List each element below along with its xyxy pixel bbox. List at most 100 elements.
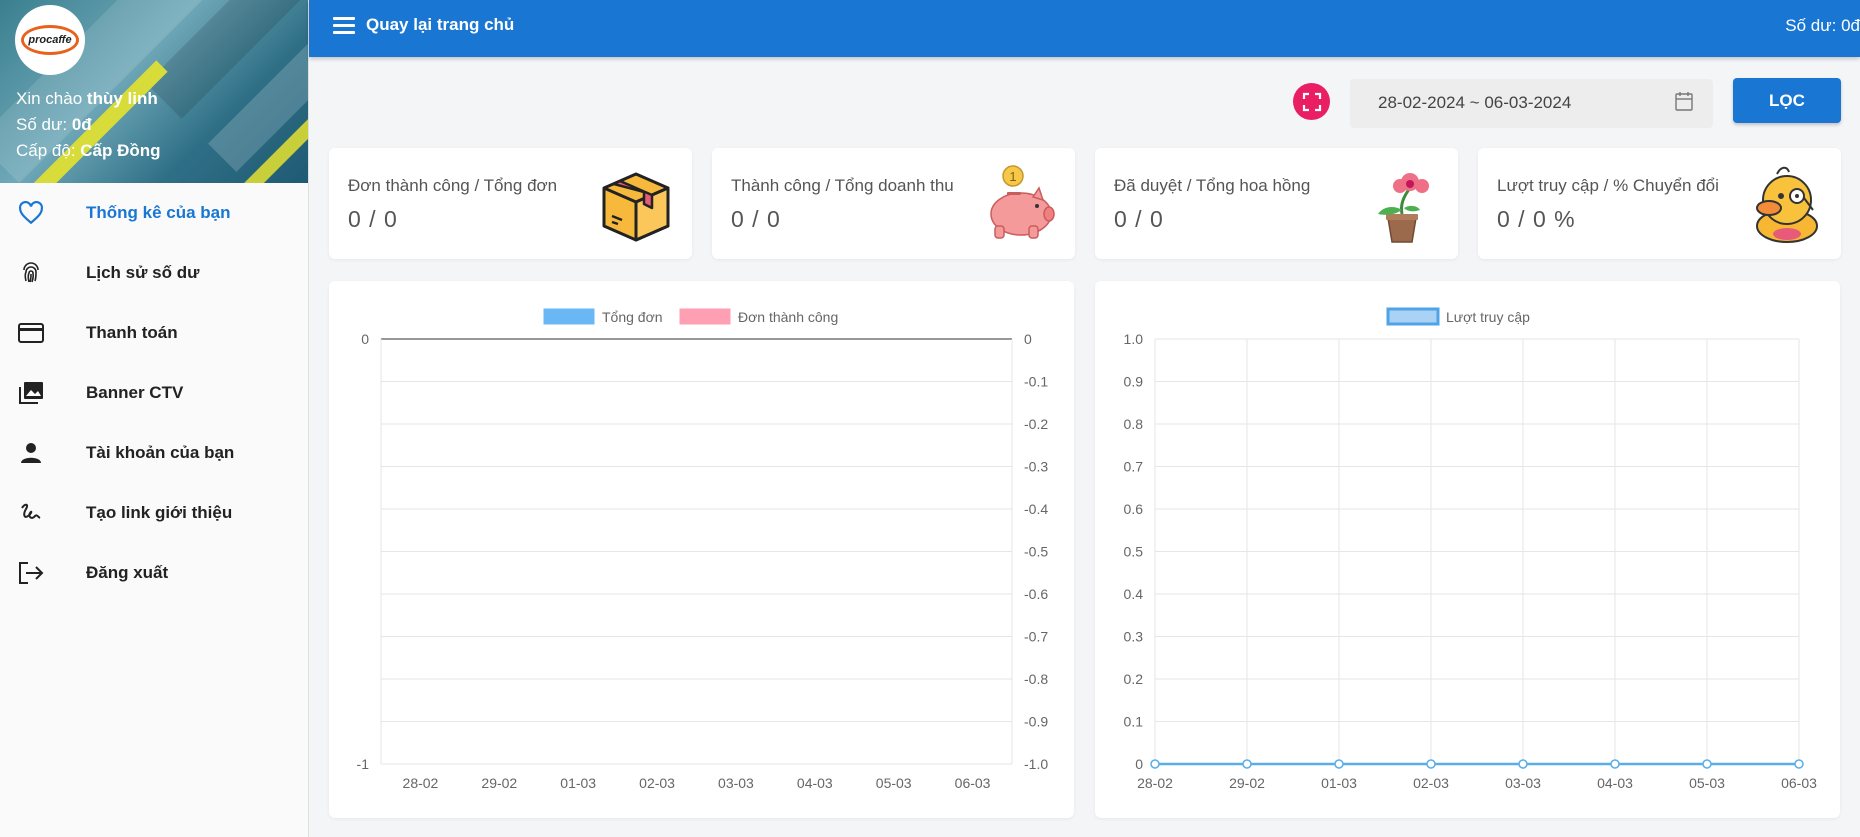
x-tick-label: 05-03	[876, 775, 912, 791]
card-title: Đã duyệt / Tổng hoa hồng	[1114, 176, 1311, 195]
right-tick-label: -0.2	[1024, 416, 1048, 432]
duck-icon	[1756, 166, 1818, 243]
legend-label: Lượt truy cập	[1446, 309, 1530, 325]
y-tick-label: 1.0	[1124, 331, 1144, 347]
gesture-icon	[18, 500, 44, 526]
sidebar-item-banner[interactable]: Banner CTV	[0, 363, 308, 423]
svg-text:1: 1	[1009, 169, 1016, 184]
sidebar-item-payment[interactable]: Thanh toán	[0, 303, 308, 363]
right-tick-label: -0.4	[1024, 501, 1048, 517]
data-point	[1150, 759, 1160, 769]
x-tick-label: 03-03	[1505, 775, 1541, 791]
back-home-link[interactable]: Quay lại trang chủ	[366, 15, 515, 34]
sidebar-item-label: Tạo link giới thiệu	[86, 503, 233, 522]
heart-icon	[18, 200, 44, 226]
sidebar-item-logout[interactable]: Đăng xuất	[0, 543, 308, 603]
y-tick-label: 0.8	[1124, 416, 1144, 432]
level-value: Cấp Đồng	[80, 141, 161, 160]
right-tick-label: -0.5	[1024, 544, 1048, 560]
greeting-prefix: Xin chào	[16, 89, 83, 108]
y-tick-label: 0.5	[1124, 544, 1144, 560]
stat-card-commission: Đã duyệt / Tổng hoa hồng 0 / 0	[1095, 148, 1458, 259]
menu-icon[interactable]	[333, 17, 355, 35]
stat-card-orders: Đơn thành công / Tổng đơn 0 / 0	[329, 148, 692, 259]
right-tick-label: 0	[1024, 331, 1032, 347]
left-tick-label: -1	[357, 756, 370, 772]
card-value: 0 / 0	[348, 206, 398, 232]
card-title: Thành công / Tổng doanh thu	[731, 176, 954, 195]
x-tick-label: 04-03	[1597, 775, 1633, 791]
data-point	[1702, 759, 1712, 769]
right-tick-label: -0.8	[1024, 671, 1048, 687]
sidebar-item-label: Lịch sử số dư	[86, 263, 200, 282]
legend-label: Tổng đơn	[602, 309, 663, 325]
right-tick-label: -0.7	[1024, 629, 1048, 645]
fingerprint-icon	[18, 260, 44, 286]
filter-button[interactable]: LỌC	[1733, 78, 1841, 123]
right-tick-label: -0.3	[1024, 459, 1048, 475]
data-point	[1242, 759, 1252, 769]
right-tick-label: -0.6	[1024, 586, 1048, 602]
date-range-input[interactable]: 28-02-2024 ~ 06-03-2024	[1350, 79, 1713, 128]
x-tick-label: 29-02	[1229, 775, 1265, 791]
sidebar-item-label: Tài khoản của bạn	[86, 443, 235, 462]
right-tick-label: -1.0	[1024, 756, 1048, 772]
x-tick-label: 02-03	[639, 775, 675, 791]
card-value: 0 / 0	[1114, 206, 1164, 232]
visits-chart-panel: 0 0.1 0.2 0.3 0.4 0.5 0.6 0.7 0.8 0.9 1.0 28-02 29-0…	[1095, 281, 1840, 818]
flower-pot-icon	[1378, 173, 1429, 243]
y-tick-label: 0	[1135, 756, 1143, 772]
legend-swatch	[1386, 307, 1440, 326]
data-point	[1334, 759, 1344, 769]
sidebar-item-label: Thống kê của bạn	[86, 203, 231, 222]
data-point	[1794, 759, 1804, 769]
y-tick-label: 0.1	[1124, 714, 1144, 730]
logout-icon	[18, 560, 44, 586]
sidebar-item-account[interactable]: Tài khoản của bạn	[0, 423, 308, 483]
right-tick-label: -0.1	[1024, 374, 1048, 390]
sidebar-item-label: Đăng xuất	[86, 563, 169, 582]
fullscreen-icon	[1302, 92, 1321, 111]
x-tick-label: 04-03	[797, 775, 833, 791]
y-tick-label: 0.3	[1124, 629, 1144, 645]
x-tick-label: 01-03	[1321, 775, 1357, 791]
balance-label: Số dư:	[16, 115, 68, 134]
brand-logo[interactable]: procaffe	[15, 5, 85, 75]
level-label: Cấp độ:	[16, 141, 76, 160]
y-tick-label: 0.4	[1124, 586, 1144, 602]
left-tick-label: 0	[361, 331, 369, 347]
balance-value: 0đ	[71, 115, 92, 134]
x-tick-label: 05-03	[1689, 775, 1725, 791]
calendar-icon[interactable]	[1675, 91, 1693, 111]
logo-text: procaffe	[21, 25, 79, 55]
y-tick-label: 0.2	[1124, 671, 1144, 687]
y-tick-label: 0.9	[1124, 374, 1144, 390]
card-title: Đơn thành công / Tổng đơn	[348, 176, 558, 195]
user-info: Xin chào thùy linh Số dư: 0đ Cấp độ: Cấp…	[16, 86, 161, 164]
sidebar-item-referral-link[interactable]: Tạo link giới thiệu	[0, 483, 308, 543]
sidebar-menu: Thống kê của bạn Lịch sử số dư Thanh toá…	[0, 183, 308, 603]
x-tick-label: 06-03	[1781, 775, 1817, 791]
fullscreen-button[interactable]	[1293, 83, 1330, 120]
sidebar-item-label: Banner CTV	[86, 383, 184, 402]
x-tick-label: 06-03	[955, 775, 991, 791]
visits-chart: 0 0.1 0.2 0.3 0.4 0.5 0.6 0.7 0.8 0.9 1.0 28-02 29-0…	[1124, 307, 1817, 791]
x-tick-label: 02-03	[1413, 775, 1449, 791]
card-value: 0 / 0	[731, 206, 781, 232]
piggy-bank-icon: 1	[990, 165, 1055, 239]
x-tick-label: 01-03	[560, 775, 596, 791]
y-tick-label: 0.7	[1124, 459, 1144, 475]
data-point	[1426, 759, 1436, 769]
user-name: thùy linh	[86, 89, 158, 108]
sidebar-item-balance-history[interactable]: Lịch sử số dư	[0, 243, 308, 303]
person-icon	[18, 440, 44, 466]
sidebar-item-label: Thanh toán	[86, 323, 178, 342]
box-icon	[602, 172, 670, 242]
y-tick-label: 0.6	[1124, 501, 1144, 517]
image-icon	[18, 380, 44, 406]
x-tick-label: 29-02	[481, 775, 517, 791]
legend-swatch	[543, 308, 595, 325]
card-value: 0 / 0 %	[1497, 206, 1576, 232]
data-point	[1518, 759, 1528, 769]
sidebar-item-statistics[interactable]: Thống kê của bạn	[0, 183, 308, 243]
